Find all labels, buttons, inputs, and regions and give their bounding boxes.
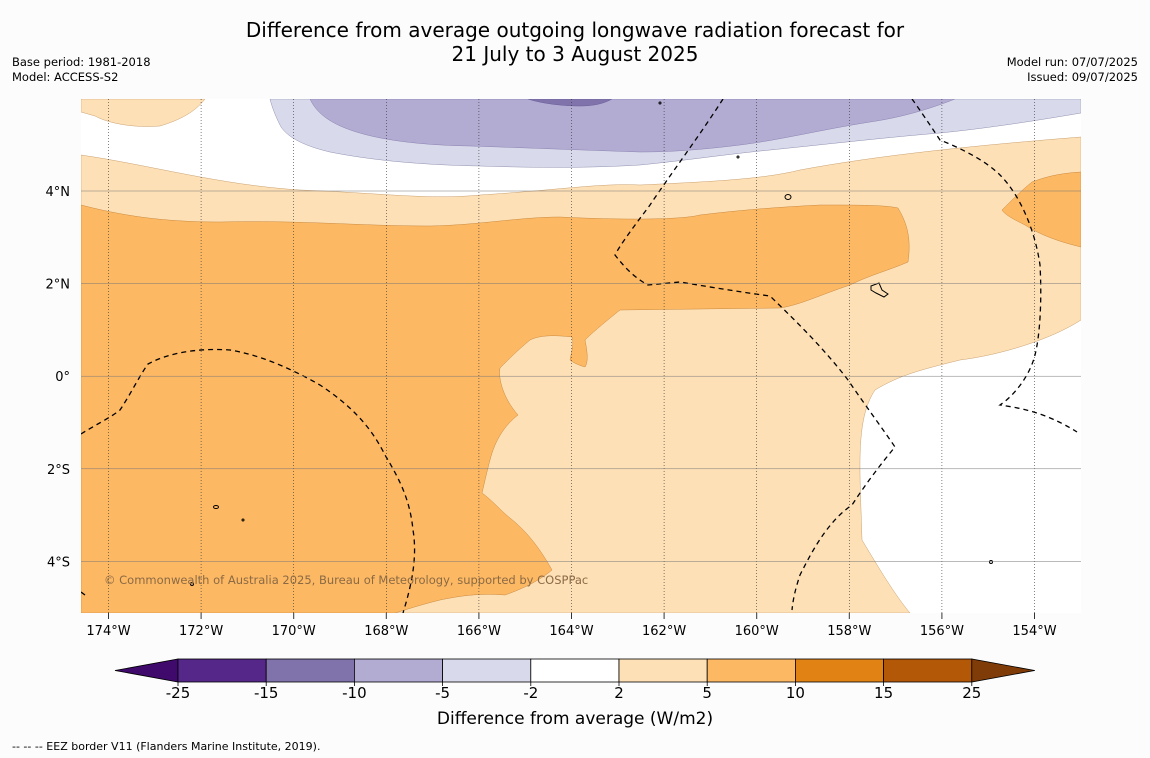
- colorbar-tick-label: 25: [962, 684, 981, 702]
- y-tick-label: 4°S: [47, 555, 70, 570]
- x-axis-ticks: 174°W 172°W 170°W 168°W 166°W 164°W 162°W 160°W…: [86, 613, 1057, 639]
- colorbar: -25 -15 -10 -5 -2 2 5 10 15 25: [114, 658, 1035, 702]
- colorbar-segment: [442, 658, 532, 683]
- islands: [190, 101, 993, 586]
- contour-dark-purple: [527, 99, 613, 107]
- colorbar-tick-label: 5: [702, 684, 712, 702]
- title-line-2: 21 July to 3 August 2025: [451, 42, 699, 66]
- eez-border-central: [614, 99, 896, 611]
- x-tick-label: 168°W: [364, 624, 408, 639]
- colorbar-segment: [530, 658, 620, 683]
- y-tick-label: 2°N: [46, 278, 71, 293]
- x-tick-label: 170°W: [272, 624, 316, 639]
- x-tick-label: 154°W: [1012, 624, 1056, 639]
- contour-medium-purple: [309, 99, 956, 153]
- colorbar-segment: [265, 658, 355, 683]
- colorbar-segment: [883, 658, 973, 683]
- meta-left: Base period: 1981-2018 Model: ACCESS-S2: [12, 55, 151, 85]
- colorbar-tick-label: 15: [874, 684, 893, 702]
- copyright-notice: © Commonwealth of Australia 2025, Bureau…: [104, 573, 588, 587]
- chart-title: Difference from average outgoing longwav…: [0, 18, 1150, 66]
- island: [658, 101, 662, 105]
- colorbar-segment: [177, 658, 267, 683]
- issued-date: Issued: 09/07/2025: [1027, 70, 1138, 84]
- model-name: Model: ACCESS-S2: [12, 70, 119, 84]
- y-tick-label: 0°: [55, 370, 70, 385]
- model-run: Model run: 07/07/2025: [1006, 55, 1138, 69]
- meta-right: Model run: 07/07/2025 Issued: 09/07/2025: [1007, 55, 1138, 85]
- x-tick-label: 160°W: [735, 624, 779, 639]
- colorbar-extend-high: [971, 658, 1035, 683]
- colorbar-tick-label: -2: [523, 684, 538, 702]
- colorbar-tick-label: -25: [166, 684, 191, 702]
- eez-legend-note: -- -- -- EEZ border V11 (Flanders Marine…: [12, 740, 321, 753]
- x-tick-label: 158°W: [827, 624, 871, 639]
- island: [784, 194, 792, 200]
- colorbar-tick-label: -5: [435, 684, 450, 702]
- eez-border-sw-fragment: [81, 591, 86, 596]
- contour-light-orange-nw: [81, 99, 206, 127]
- y-axis-ticks: 4°N 2°N 0° 2°S 4°S: [46, 185, 71, 570]
- colorbar-extend-low: [114, 658, 179, 683]
- colorbar-title: Difference from average (W/m2): [436, 709, 714, 729]
- colorbar-segment: [795, 658, 885, 683]
- title-line-1: Difference from average outgoing longwav…: [245, 18, 905, 42]
- graticule: [81, 99, 1081, 613]
- island: [213, 505, 219, 509]
- contour-medium-orange: [81, 204, 910, 613]
- map-area: © Commonwealth of Australia 2025, Bureau…: [81, 99, 1081, 613]
- island: [989, 560, 993, 564]
- x-tick-label: 156°W: [920, 624, 964, 639]
- x-tick-label: 172°W: [179, 624, 223, 639]
- colorbar-segment: [618, 658, 708, 683]
- colorbar-tick-label: -15: [254, 684, 279, 702]
- x-tick-label: 174°W: [86, 624, 130, 639]
- eez-borders: [81, 99, 1078, 613]
- base-period: Base period: 1981-2018: [12, 55, 151, 69]
- island: [190, 582, 194, 586]
- island: [241, 518, 245, 522]
- x-tick-label: 166°W: [457, 624, 501, 639]
- island: [870, 282, 889, 298]
- colorbar-segment: [353, 658, 443, 683]
- y-tick-label: 4°N: [46, 185, 71, 200]
- x-tick-label: 162°W: [642, 624, 686, 639]
- colorbar-tick-label: 10: [786, 684, 805, 702]
- colorbar-segment: [706, 658, 796, 683]
- eez-border-east: [911, 99, 1078, 433]
- y-tick-label: 2°S: [47, 463, 70, 478]
- x-tick-label: 164°W: [549, 624, 593, 639]
- colorbar-tick-label: -10: [342, 684, 367, 702]
- island: [736, 155, 740, 159]
- colorbar-tick-label: 2: [614, 684, 624, 702]
